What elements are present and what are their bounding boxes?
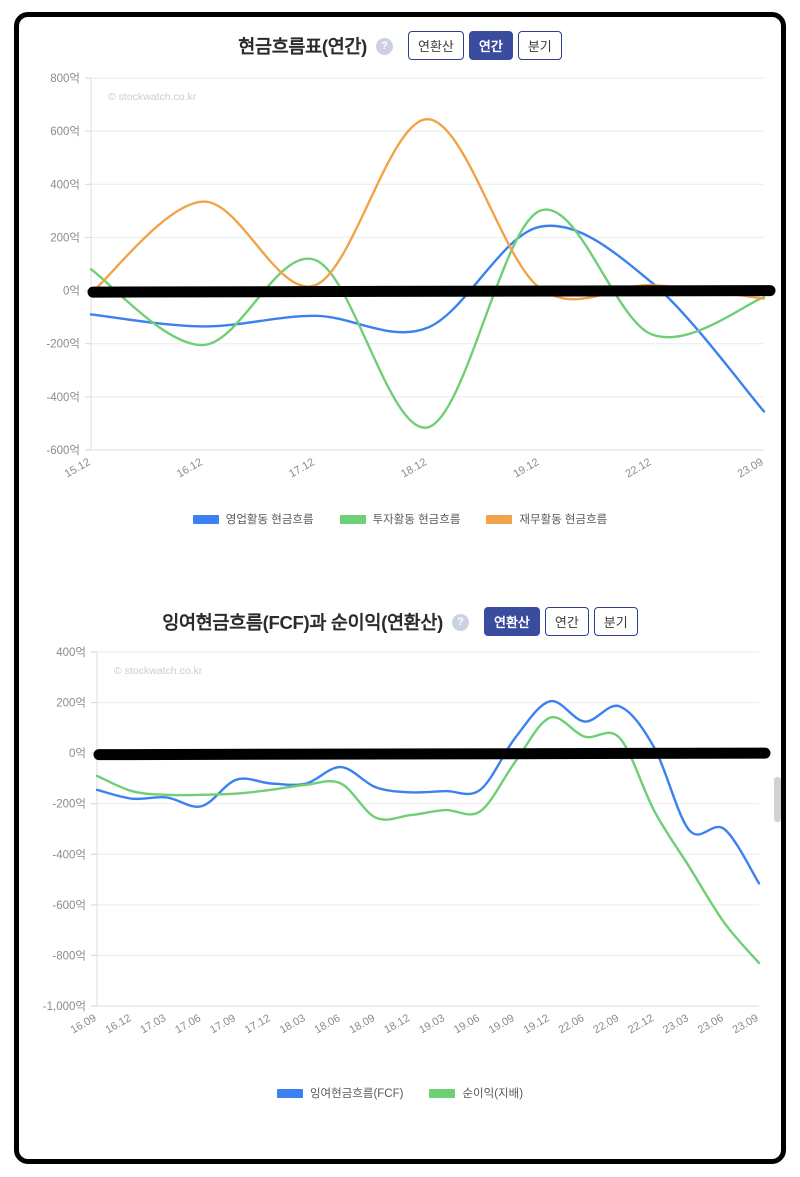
x-axis-tick-label: 23.06 [696, 1012, 726, 1036]
x-axis-tick-label: 16.09 [69, 1012, 99, 1036]
x-axis-tick-label: 19.12 [511, 456, 541, 480]
zero-line-annotation [87, 285, 776, 298]
x-axis-tick-label: 17.03 [138, 1012, 168, 1036]
x-axis-tick-label: 17.06 [173, 1012, 203, 1036]
zero-line-annotation [93, 747, 771, 761]
legend-swatch-green [339, 514, 366, 524]
x-axis-tick-label: 18.03 [278, 1012, 308, 1036]
fcf-chart-block: 잉여현금흐름(FCF)과 순이익(연환산) ? 연환산 연간 분기 400억 20… [19, 527, 781, 1101]
x-axis-tick-label: 18.12 [382, 1012, 412, 1036]
chart2-period-toggle-group: 연환산 연간 분기 [483, 607, 638, 636]
chart2-toggle-quarterly[interactable]: 분기 [593, 607, 638, 636]
x-axis-tick-label: 16.12 [103, 1012, 133, 1036]
y-axis-tick-label: 600억 [50, 125, 80, 138]
y-axis-tick-label: 200억 [50, 231, 80, 244]
help-icon[interactable]: ? [376, 38, 394, 55]
legend-swatch-blue [192, 514, 219, 524]
x-axis-tick-label: 19.09 [487, 1012, 517, 1036]
legend-item-net-income[interactable]: 순이익(지배) [429, 1085, 523, 1101]
y-axis-tick-label: -800억 [52, 949, 86, 962]
x-axis-tick-label: 15.12 [63, 456, 93, 480]
y-axis-tick-label: 400억 [56, 646, 86, 659]
chart1-svg: 800억 600억 400억 200억 0억 -200억 -400억 -600억 © stock… [46, 72, 776, 480]
legend-label-investing-cashflow: 투자활동 현금흐름 [372, 514, 461, 526]
help-icon-2[interactable]: ? [451, 614, 469, 631]
y-axis-tick-label: -400억 [46, 391, 80, 404]
chart2-svg: 400억 200억 0억 -200억 -400억 -600억 -800억 -1,000억 © s… [43, 646, 771, 1036]
scrollbar-thumb[interactable] [774, 777, 781, 822]
cashflow-chart-block: 현금흐름표(연간) ? 연환산 연간 분기 800억 600억 400억 200억 0억… [19, 17, 781, 527]
series-line [95, 716, 761, 965]
legend-swatch-blue-2 [276, 1088, 303, 1098]
chart2-legend: 잉여현금흐름(FCF) 순이익(지배) [19, 1085, 781, 1101]
x-axis-tick-label: 17.12 [287, 456, 317, 480]
x-axis-tick-label: 23.09 [736, 456, 766, 480]
x-axis-tick-label: 19.06 [452, 1012, 482, 1036]
x-axis-tick-label: 19.12 [522, 1012, 552, 1036]
x-axis-tick-label: 17.09 [208, 1012, 238, 1036]
x-axis-tick-label: 16.12 [175, 456, 205, 480]
y-axis-tick-label: -1,000억 [43, 1000, 86, 1013]
y-axis-tick-label: 0억 [63, 285, 80, 298]
chart1-toggle-quarterly[interactable]: 분기 [517, 31, 562, 60]
y-axis-tick-label: 800억 [50, 72, 80, 85]
chart2-toggle-annualized[interactable]: 연환산 [483, 607, 540, 636]
series-line [89, 117, 766, 301]
watermark: © stockwatch.co.kr [108, 91, 197, 103]
y-axis-tick-label: 400억 [50, 178, 80, 191]
x-axis-tick-label: 22.09 [591, 1012, 621, 1036]
chart1-plot-area: 800억 600억 400억 200억 0억 -200억 -400억 -600억 © stock… [19, 60, 781, 515]
screenshot-frame: 현금흐름표(연간) ? 연환산 연간 분기 800억 600억 400억 200억 0억… [14, 12, 786, 1164]
chart1-title: 현금흐름표(연간) [238, 35, 368, 57]
legend-label-operating-cashflow: 영업활동 현금흐름 [225, 514, 314, 526]
series-line [95, 700, 761, 885]
x-axis-tick-label: 23.09 [731, 1012, 761, 1036]
x-axis-tick-label: 18.09 [347, 1012, 377, 1036]
series-line [89, 208, 766, 429]
watermark: © stockwatch.co.kr [114, 665, 203, 677]
y-axis-tick-label: -200억 [46, 338, 80, 351]
chart2-title: 잉여현금흐름(FCF)과 순이익(연환산) [162, 611, 443, 633]
x-axis-tick-label: 18.06 [313, 1012, 343, 1036]
y-axis-tick-label: 200억 [56, 697, 86, 710]
chart1-header: 현금흐름표(연간) ? 연환산 연간 분기 [19, 31, 781, 60]
x-axis-tick-label: 22.06 [556, 1012, 586, 1036]
legend-item-financing-cashflow[interactable]: 재무활동 현금흐름 [486, 511, 607, 527]
y-axis-tick-label: -400억 [52, 848, 86, 861]
chart1-period-toggle-group: 연환산 연간 분기 [408, 31, 562, 60]
chart1-toggle-annualized[interactable]: 연환산 [408, 31, 464, 60]
legend-label-financing-cashflow: 재무활동 현금흐름 [519, 514, 608, 526]
x-axis-tick-label: 23.03 [661, 1012, 691, 1036]
y-axis-tick-label: 0억 [69, 747, 86, 760]
legend-item-operating-cashflow[interactable]: 영업활동 현금흐름 [192, 511, 314, 527]
x-axis-tick-label: 22.12 [626, 1012, 656, 1036]
legend-item-fcf[interactable]: 잉여현금흐름(FCF) [276, 1085, 404, 1101]
y-axis-tick-label: -200억 [52, 798, 86, 811]
x-axis-tick-label: 17.12 [243, 1012, 273, 1036]
legend-label-net-income: 순이익(지배) [462, 1088, 524, 1100]
y-axis-tick-label: -600억 [52, 899, 86, 912]
legend-label-fcf: 잉여현금흐름(FCF) [309, 1088, 404, 1100]
x-axis-tick-label: 22.12 [623, 456, 653, 480]
x-axis-tick-label: 18.12 [399, 456, 429, 480]
chart1-toggle-yearly[interactable]: 연간 [468, 31, 513, 60]
legend-swatch-green-2 [429, 1088, 456, 1098]
chart2-header: 잉여현금흐름(FCF)과 순이익(연환산) ? 연환산 연간 분기 [19, 607, 781, 636]
legend-swatch-orange [486, 514, 513, 524]
y-axis-tick-label: -600억 [46, 444, 80, 457]
series-line [89, 224, 766, 413]
legend-item-investing-cashflow[interactable]: 투자활동 현금흐름 [339, 511, 461, 527]
chart1-legend: 영업활동 현금흐름 투자활동 현금흐름 재무활동 현금흐름 [19, 511, 781, 527]
chart2-plot-area: 400억 200억 0억 -200억 -400억 -600억 -800억 -1,000억 © s… [19, 636, 781, 1091]
chart2-toggle-yearly[interactable]: 연간 [544, 607, 589, 636]
x-axis-tick-label: 19.03 [417, 1012, 447, 1036]
